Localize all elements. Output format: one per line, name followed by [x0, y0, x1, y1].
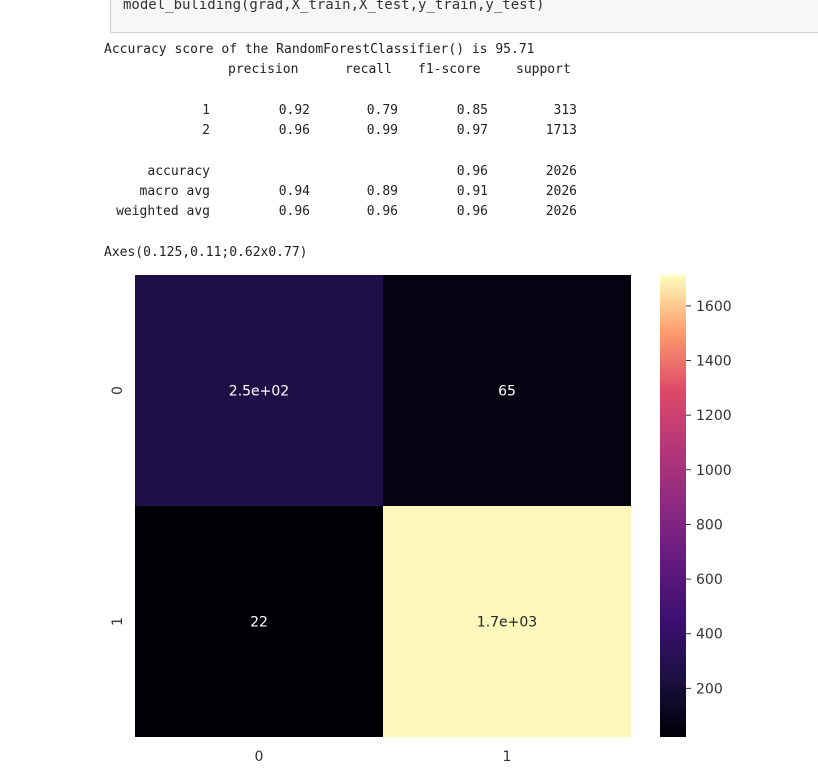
colorbar-tick-label-1600: 1600 [696, 299, 732, 315]
heatmap-cell-label-1-0: 22 [250, 615, 268, 631]
row-support: 1713 [545, 123, 577, 138]
row-precision: 0.94 [278, 184, 310, 199]
heatmap-cell-0-0 [135, 275, 383, 506]
x-tick-label-1: 1 [503, 749, 512, 765]
heatmap-cell-1-1 [383, 506, 631, 737]
row-recall: 0.89 [366, 184, 398, 199]
row-support: 2026 [545, 184, 577, 199]
colorbar-tick-label-400: 400 [696, 627, 723, 643]
heatmap-cell-1-0 [135, 506, 383, 737]
row-precision: 0.92 [278, 103, 310, 118]
row-precision: 0.96 [278, 204, 310, 219]
colorbar-tick-label-600: 600 [696, 572, 723, 588]
y-tick-label-1: 1 [110, 617, 126, 626]
row-recall: 0.79 [366, 103, 398, 118]
colorbar-tick-label-800: 800 [696, 517, 723, 533]
row-support: 313 [553, 103, 577, 118]
code-line[interactable]: model_buliding(grad,X_train,X_test,y_tra… [123, 0, 545, 13]
colorbar [660, 275, 686, 737]
report-header-recall: recall [345, 62, 392, 77]
row-label: 1 [202, 103, 210, 118]
axes-repr: Axes(0.125,0.11;0.62x0.77) [104, 245, 308, 260]
report-header-support: support [516, 62, 571, 77]
row-f1: 0.91 [456, 184, 488, 199]
y-tick-label-0: 0 [110, 386, 126, 395]
row-support: 2026 [545, 204, 577, 219]
heatmap-cell-label-1-1: 1.7e+03 [477, 615, 537, 631]
row-label: macro avg [139, 184, 210, 199]
row-recall: 0.99 [366, 123, 398, 138]
colorbar-tick-label-1000: 1000 [696, 463, 732, 479]
colorbar-tick-label-200: 200 [696, 681, 723, 697]
row-f1: 0.97 [456, 123, 488, 138]
x-tick-label-0: 0 [255, 749, 264, 765]
report-header-precision: precision [228, 62, 299, 77]
row-precision: 0.96 [278, 123, 310, 138]
row-f1: 0.85 [456, 103, 488, 118]
report-header-f1: f1-score [418, 62, 481, 77]
row-recall: 0.96 [366, 204, 398, 219]
row-label: 2 [202, 123, 210, 138]
colorbar-tick-label-1400: 1400 [696, 354, 732, 370]
heatmap-cell-label-0-0: 2.5e+02 [229, 384, 289, 400]
colorbar-tick-label-1200: 1200 [696, 408, 732, 424]
heatmap-cell-0-1 [383, 275, 631, 506]
accuracy-line: Accuracy score of the RandomForestClassi… [104, 42, 535, 57]
row-label: accuracy [147, 164, 210, 179]
heatmap-cell-label-0-1: 65 [498, 384, 516, 400]
row-label: weighted avg [116, 204, 210, 219]
row-f1: 0.96 [456, 164, 488, 179]
row-support: 2026 [545, 164, 577, 179]
code-cell[interactable]: model_buliding(grad,X_train,X_test,y_tra… [110, 0, 818, 33]
row-f1: 0.96 [456, 204, 488, 219]
